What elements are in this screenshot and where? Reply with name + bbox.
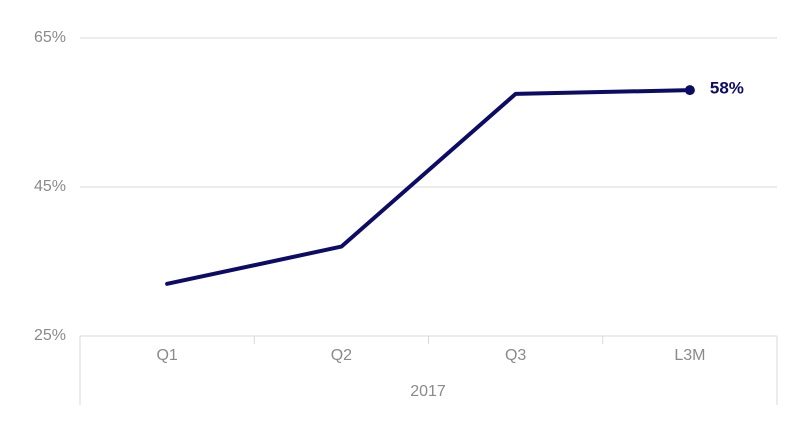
value-label: 58% xyxy=(710,79,744,98)
y-tick-label: 45% xyxy=(34,178,66,195)
point xyxy=(684,85,695,96)
x-tick-label: Q1 xyxy=(156,347,177,364)
x-tick-label: Q3 xyxy=(505,347,526,364)
y-tick-label: 65% xyxy=(34,29,66,46)
y-tick-label: 25% xyxy=(34,327,66,344)
group-label: 2017 xyxy=(410,383,446,400)
line xyxy=(165,88,692,286)
x-tick-label: L3M xyxy=(674,347,705,364)
x-tick-label: Q2 xyxy=(331,347,352,364)
